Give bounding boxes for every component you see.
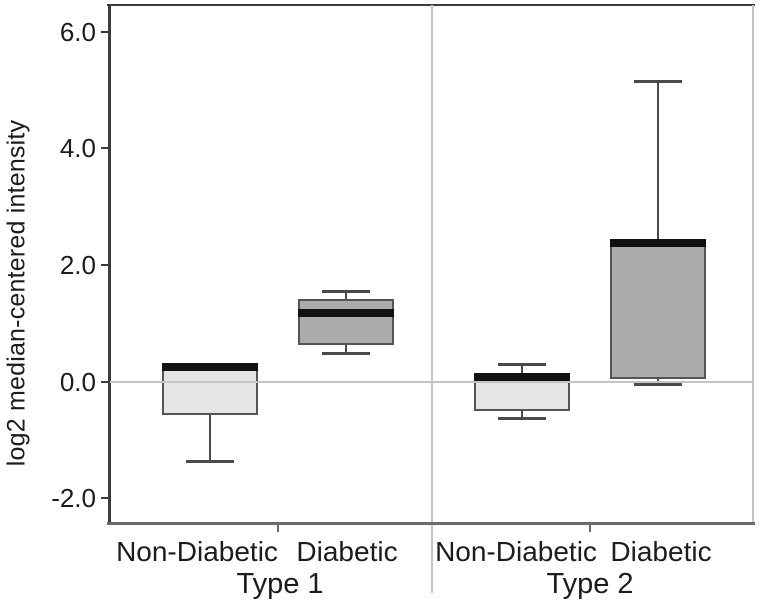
- box: [609, 240, 706, 380]
- box: [162, 364, 258, 416]
- lower-whisker-line: [344, 345, 347, 354]
- upper-whisker-line: [656, 81, 659, 241]
- median-line: [162, 362, 258, 371]
- x-group-label: Type 2: [546, 568, 634, 600]
- x-group-label: Type 1: [236, 568, 324, 600]
- plot-right-border: [752, 5, 754, 524]
- x-axis-tick: [277, 525, 279, 532]
- median-line: [609, 238, 706, 247]
- y-tick: [101, 263, 110, 266]
- y-tick: [101, 380, 110, 383]
- y-axis-title: log2 median-centered intensity: [2, 119, 31, 467]
- lower-whisker-cap: [498, 417, 546, 421]
- upper-whisker-cap: [498, 363, 546, 366]
- y-tick: [101, 497, 110, 500]
- y-tick: [101, 30, 110, 33]
- y-tick-label: 6.0: [59, 16, 96, 47]
- x-category-label: Diabetic: [610, 536, 712, 567]
- lower-whisker-cap: [321, 351, 370, 355]
- y-tick-label: 0.0: [59, 366, 96, 397]
- y-tick-label: -2.0: [51, 483, 96, 514]
- x-category-label: Non-Diabetic: [435, 536, 597, 567]
- x-category-label: Diabetic: [296, 536, 398, 567]
- upper-whisker-line: [344, 291, 347, 299]
- y-tick-label: 2.0: [59, 249, 96, 280]
- x-axis-line: [107, 522, 755, 525]
- median-line: [474, 372, 570, 381]
- upper-whisker-cap: [321, 290, 370, 294]
- x-axis-tick: [589, 525, 591, 532]
- median-line: [297, 309, 394, 318]
- upper-whisker-line: [521, 364, 523, 375]
- y-tick: [101, 147, 110, 150]
- box: [297, 298, 394, 346]
- lower-whisker-cap: [633, 382, 682, 386]
- lower-whisker-cap: [186, 459, 234, 463]
- zero-line: [110, 380, 753, 383]
- panel-divider: [431, 5, 433, 593]
- x-category-label: Non-Diabetic: [116, 536, 278, 567]
- lower-whisker-line: [209, 415, 211, 462]
- upper-whisker-cap: [633, 80, 682, 84]
- lower-whisker-line: [521, 411, 523, 420]
- y-tick-label: 4.0: [59, 133, 96, 164]
